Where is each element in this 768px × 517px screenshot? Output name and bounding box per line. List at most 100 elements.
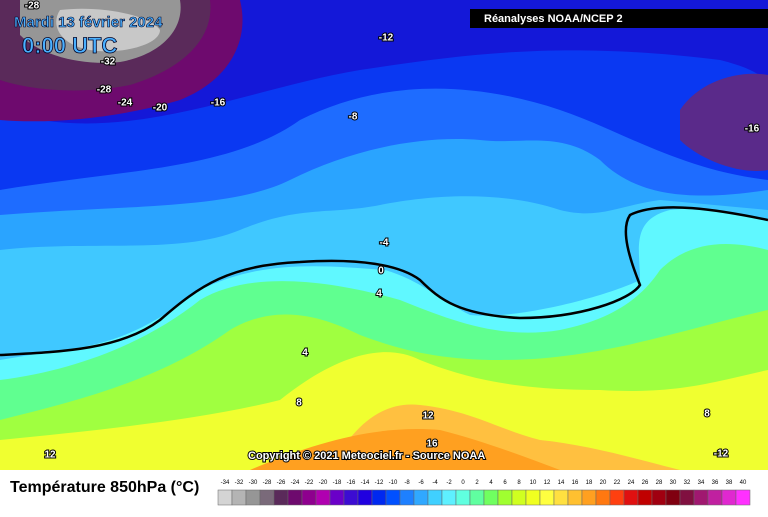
legend-label: 22	[614, 480, 621, 486]
legend-swatch	[371, 489, 387, 506]
legend-swatch	[441, 489, 457, 506]
legend-label: 36	[712, 480, 719, 486]
legend-swatch	[637, 489, 653, 506]
legend-swatch	[413, 489, 429, 506]
legend-swatch	[427, 489, 443, 506]
legend-label: 0	[461, 480, 465, 486]
legend-swatch	[735, 489, 751, 506]
legend-swatch	[511, 489, 527, 506]
legend-swatch	[609, 489, 625, 506]
legend-label: 8	[517, 480, 521, 486]
legend-swatch	[651, 489, 667, 506]
legend-label: 24	[628, 480, 635, 486]
legend-swatch	[245, 489, 261, 506]
contour-label: 16	[426, 439, 438, 450]
legend-label: -2	[446, 480, 452, 486]
legend-swatch	[679, 489, 695, 506]
legend-label: 2	[475, 480, 479, 486]
legend-swatch	[217, 489, 233, 506]
legend-swatch	[595, 489, 611, 506]
contour-label: 4	[376, 289, 382, 300]
time-text: 0:00 UTC	[22, 33, 117, 58]
legend-swatch	[483, 489, 499, 506]
legend-swatch	[525, 489, 541, 506]
legend-label: 14	[558, 480, 565, 486]
contour-label: -12	[379, 33, 394, 44]
legend-label: -4	[432, 480, 438, 486]
legend-label: -16	[347, 480, 356, 486]
copyright: Copyright © 2021 Meteociel.fr - Source N…	[248, 450, 485, 462]
legend-label: 38	[726, 480, 733, 486]
contour-labels: -28 -12 -32 -28 -24 -20 -16 -8 -16 -4 0 …	[24, 0, 761, 462]
contour-label: -28	[25, 1, 40, 12]
contour-label: -20	[153, 103, 168, 114]
contour-label: -4	[380, 238, 389, 249]
legend-swatch	[721, 489, 737, 506]
contour-label: 12	[44, 450, 56, 461]
legend-label: -26	[277, 480, 286, 486]
legend-swatch	[581, 489, 597, 506]
legend-swatch	[287, 489, 303, 506]
legend-swatch	[469, 489, 485, 506]
legend-swatch	[357, 489, 373, 506]
legend-swatch	[399, 489, 415, 506]
legend-label: -14	[361, 480, 370, 486]
field-cold4	[56, 8, 160, 52]
legend-swatch	[693, 489, 709, 506]
legend-swatch	[455, 489, 471, 506]
legend-label: 4	[489, 480, 493, 486]
legend-swatch	[567, 489, 583, 506]
contour-label: -28	[97, 85, 112, 96]
legend-label: 6	[503, 480, 507, 486]
legend-swatch	[273, 489, 289, 506]
legend-label: 18	[586, 480, 593, 486]
contour-label: -16	[745, 124, 760, 135]
contour-label: 8	[296, 398, 302, 409]
legend-label: -34	[221, 480, 230, 486]
legend-label: -8	[404, 480, 410, 486]
legend: -34 -32 -30 -28 -26 -24 -22 -20 -18 -16 -14 -12 -10-…	[217, 480, 751, 506]
legend-label: -18	[333, 480, 342, 486]
legend-swatch	[343, 489, 359, 506]
contour-label: 0	[378, 266, 384, 277]
legend-label: -32	[235, 480, 244, 486]
zero-isotherm	[0, 206, 768, 357]
legend-swatch	[259, 489, 275, 506]
legend-swatch	[665, 489, 681, 506]
contour-label: 12	[422, 411, 434, 422]
legend-label: -6	[418, 480, 424, 486]
legend-label: 10	[530, 480, 537, 486]
legend-swatch	[539, 489, 555, 506]
legend-label: -30	[249, 480, 258, 486]
legend-swatch	[231, 489, 247, 506]
legend-swatch	[385, 489, 401, 506]
legend-label: -20	[319, 480, 328, 486]
field-cold-ne	[680, 73, 768, 171]
legend-label: -10	[389, 480, 398, 486]
contour-label: -12	[714, 449, 729, 460]
legend-label: 30	[670, 480, 677, 486]
source-text: Réanalyses NOAA/NCEP 2	[484, 13, 623, 25]
legend-label: 26	[642, 480, 649, 486]
source-bar	[470, 9, 768, 28]
legend-swatch	[497, 489, 513, 506]
legend-swatch	[315, 489, 331, 506]
legend-label: -12	[375, 480, 384, 486]
legend-swatch	[301, 489, 317, 506]
legend-label: 12	[544, 480, 551, 486]
legend-label: 20	[600, 480, 607, 486]
legend-label: 32	[684, 480, 691, 486]
legend-label: -28	[263, 480, 272, 486]
field-orange2	[250, 429, 560, 470]
contour-label: -24	[118, 98, 133, 109]
date-text: Mardi 13 février 2024	[14, 14, 163, 31]
contour-label: -32	[101, 57, 116, 68]
contour-label: -16	[211, 98, 226, 109]
legend-swatch	[707, 489, 723, 506]
legend-label: 34	[698, 480, 705, 486]
contour-label: 4	[302, 348, 308, 359]
legend-swatch	[553, 489, 569, 506]
legend-swatch	[623, 489, 639, 506]
